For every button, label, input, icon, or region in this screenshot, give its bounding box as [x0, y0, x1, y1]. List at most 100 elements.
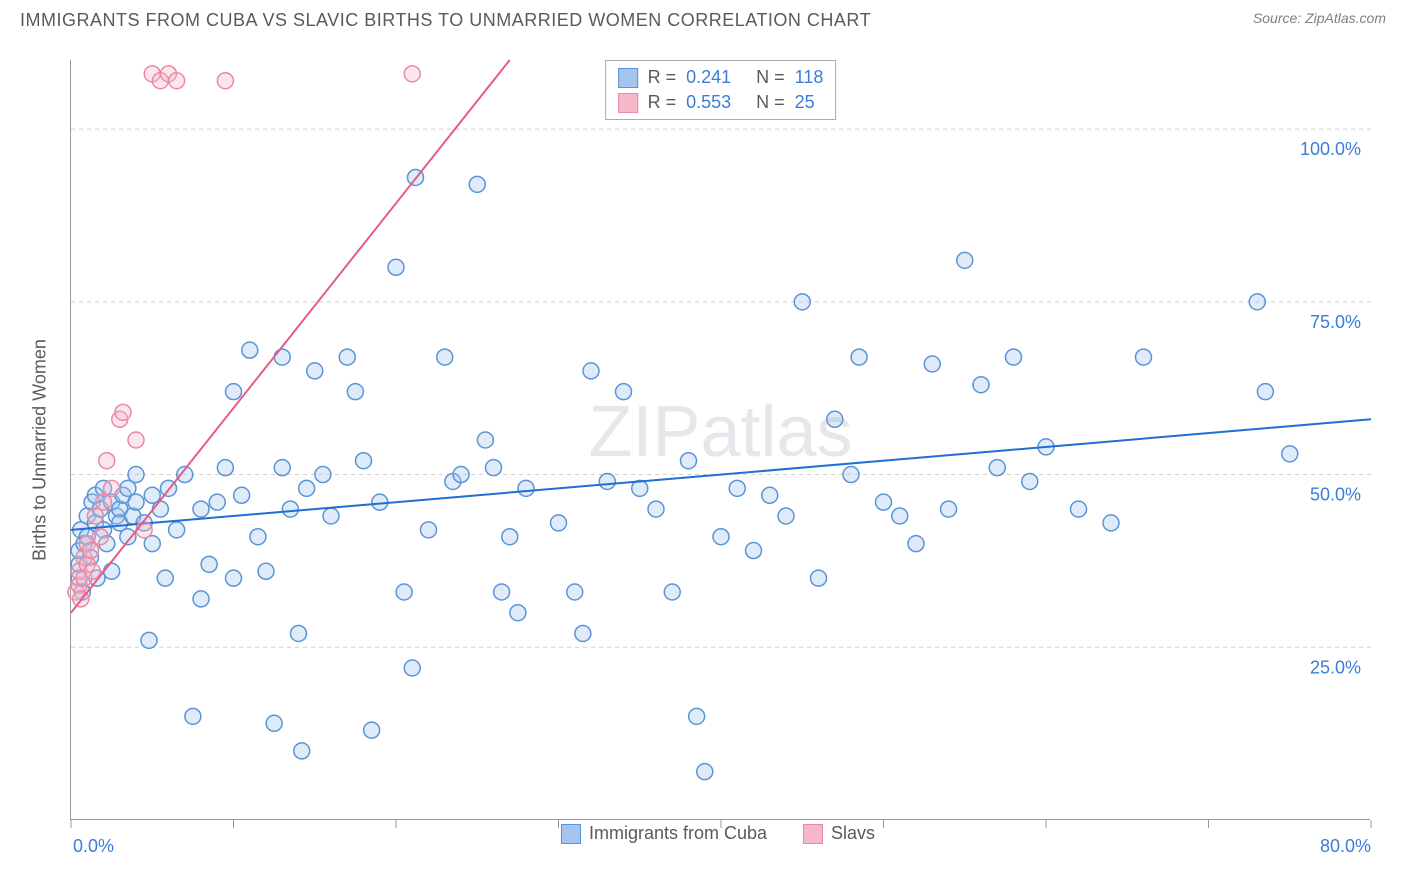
scatter-point — [648, 501, 664, 517]
chart-title: IMMIGRANTS FROM CUBA VS SLAVIC BIRTHS TO… — [20, 10, 871, 31]
scatter-point — [941, 501, 957, 517]
scatter-point — [226, 384, 242, 400]
legend-n-value: 25 — [795, 92, 815, 113]
scatter-point — [437, 349, 453, 365]
scatter-point — [567, 584, 583, 600]
scatter-point — [136, 522, 152, 538]
y-tick-label: 25.0% — [1310, 657, 1361, 677]
y-tick-label: 100.0% — [1300, 139, 1361, 159]
scatter-point — [957, 252, 973, 268]
scatter-plot: 25.0%50.0%75.0%100.0%0.0%80.0% — [71, 60, 1370, 819]
scatter-point — [1257, 384, 1273, 400]
scatter-point — [104, 480, 120, 496]
plot-area: 25.0%50.0%75.0%100.0%0.0%80.0% ZIPatlas … — [70, 60, 1370, 820]
legend-r-label: R = — [648, 92, 677, 113]
legend-label: Immigrants from Cuba — [589, 823, 767, 844]
scatter-point — [294, 743, 310, 759]
scatter-point — [575, 625, 591, 641]
scatter-point — [242, 342, 258, 358]
scatter-point — [892, 508, 908, 524]
scatter-point — [169, 73, 185, 89]
scatter-point — [477, 432, 493, 448]
scatter-point — [469, 176, 485, 192]
scatter-point — [128, 432, 144, 448]
scatter-point — [518, 480, 534, 496]
legend-r-label: R = — [648, 67, 677, 88]
scatter-point — [141, 632, 157, 648]
scatter-point — [356, 453, 372, 469]
scatter-point — [250, 529, 266, 545]
scatter-point — [762, 487, 778, 503]
scatter-point — [185, 708, 201, 724]
legend-n-label: N = — [756, 67, 785, 88]
scatter-point — [364, 722, 380, 738]
y-tick-label: 75.0% — [1310, 312, 1361, 332]
scatter-point — [811, 570, 827, 586]
legend-swatch — [561, 824, 581, 844]
scatter-point — [697, 764, 713, 780]
scatter-point — [83, 543, 99, 559]
scatter-point — [234, 487, 250, 503]
scatter-point — [510, 605, 526, 621]
header: IMMIGRANTS FROM CUBA VS SLAVIC BIRTHS TO… — [0, 0, 1406, 31]
scatter-point — [104, 563, 120, 579]
scatter-point — [843, 467, 859, 483]
scatter-point — [689, 708, 705, 724]
scatter-point — [307, 363, 323, 379]
scatter-point — [908, 536, 924, 552]
scatter-point — [282, 501, 298, 517]
scatter-point — [1249, 294, 1265, 310]
scatter-point — [92, 529, 108, 545]
scatter-point — [989, 460, 1005, 476]
scatter-point — [396, 584, 412, 600]
legend-n-value: 118 — [795, 67, 824, 88]
legend-series: Immigrants from Cuba Slavs — [561, 823, 875, 844]
legend-item: Immigrants from Cuba — [561, 823, 767, 844]
scatter-point — [169, 522, 185, 538]
scatter-point — [1006, 349, 1022, 365]
scatter-point — [299, 480, 315, 496]
scatter-point — [388, 259, 404, 275]
legend-correlation: R =0.241N =118R =0.553N =25 — [605, 60, 837, 120]
scatter-point — [226, 570, 242, 586]
source-attribution: Source: ZipAtlas.com — [1253, 10, 1386, 26]
legend-label: Slavs — [831, 823, 875, 844]
scatter-point — [421, 522, 437, 538]
scatter-point — [729, 480, 745, 496]
scatter-point — [323, 508, 339, 524]
x-tick-label: 80.0% — [1320, 836, 1371, 856]
legend-swatch — [618, 93, 638, 113]
scatter-point — [502, 529, 518, 545]
legend-item: Slavs — [803, 823, 875, 844]
scatter-point — [152, 501, 168, 517]
scatter-point — [1103, 515, 1119, 531]
scatter-point — [494, 584, 510, 600]
legend-n-label: N = — [756, 92, 785, 113]
y-tick-label: 50.0% — [1310, 485, 1361, 505]
scatter-point — [924, 356, 940, 372]
scatter-point — [713, 529, 729, 545]
legend-r-value: 0.553 — [686, 92, 746, 113]
scatter-point — [486, 460, 502, 476]
scatter-point — [115, 404, 131, 420]
chart-container: Births to Unmarried Women 25.0%50.0%75.0… — [50, 50, 1386, 850]
scatter-point — [347, 384, 363, 400]
scatter-point — [404, 66, 420, 82]
scatter-point — [1022, 473, 1038, 489]
scatter-point — [794, 294, 810, 310]
scatter-point — [404, 660, 420, 676]
scatter-point — [157, 570, 173, 586]
legend-swatch — [803, 824, 823, 844]
legend-swatch — [618, 68, 638, 88]
scatter-point — [209, 494, 225, 510]
scatter-point — [128, 494, 144, 510]
scatter-point — [193, 591, 209, 607]
scatter-point — [746, 543, 762, 559]
x-tick-label: 0.0% — [73, 836, 114, 856]
legend-row: R =0.241N =118 — [618, 65, 824, 90]
scatter-point — [315, 467, 331, 483]
scatter-point — [201, 556, 217, 572]
scatter-point — [453, 467, 469, 483]
scatter-point — [827, 411, 843, 427]
scatter-point — [339, 349, 355, 365]
